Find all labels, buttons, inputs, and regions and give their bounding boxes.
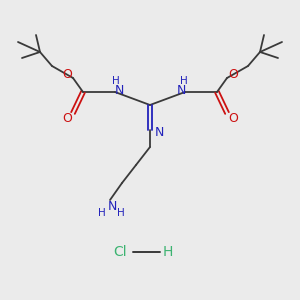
Text: O: O	[228, 112, 238, 124]
Text: H: H	[163, 245, 173, 259]
Text: Cl: Cl	[113, 245, 127, 259]
Text: N: N	[114, 83, 124, 97]
Text: N: N	[176, 83, 186, 97]
Text: H: H	[117, 208, 125, 218]
Text: O: O	[62, 112, 72, 124]
Text: N: N	[107, 200, 117, 214]
Text: O: O	[228, 68, 238, 80]
Text: H: H	[180, 76, 188, 86]
Text: O: O	[62, 68, 72, 80]
Text: H: H	[98, 208, 106, 218]
Text: N: N	[154, 127, 164, 140]
Text: H: H	[112, 76, 120, 86]
